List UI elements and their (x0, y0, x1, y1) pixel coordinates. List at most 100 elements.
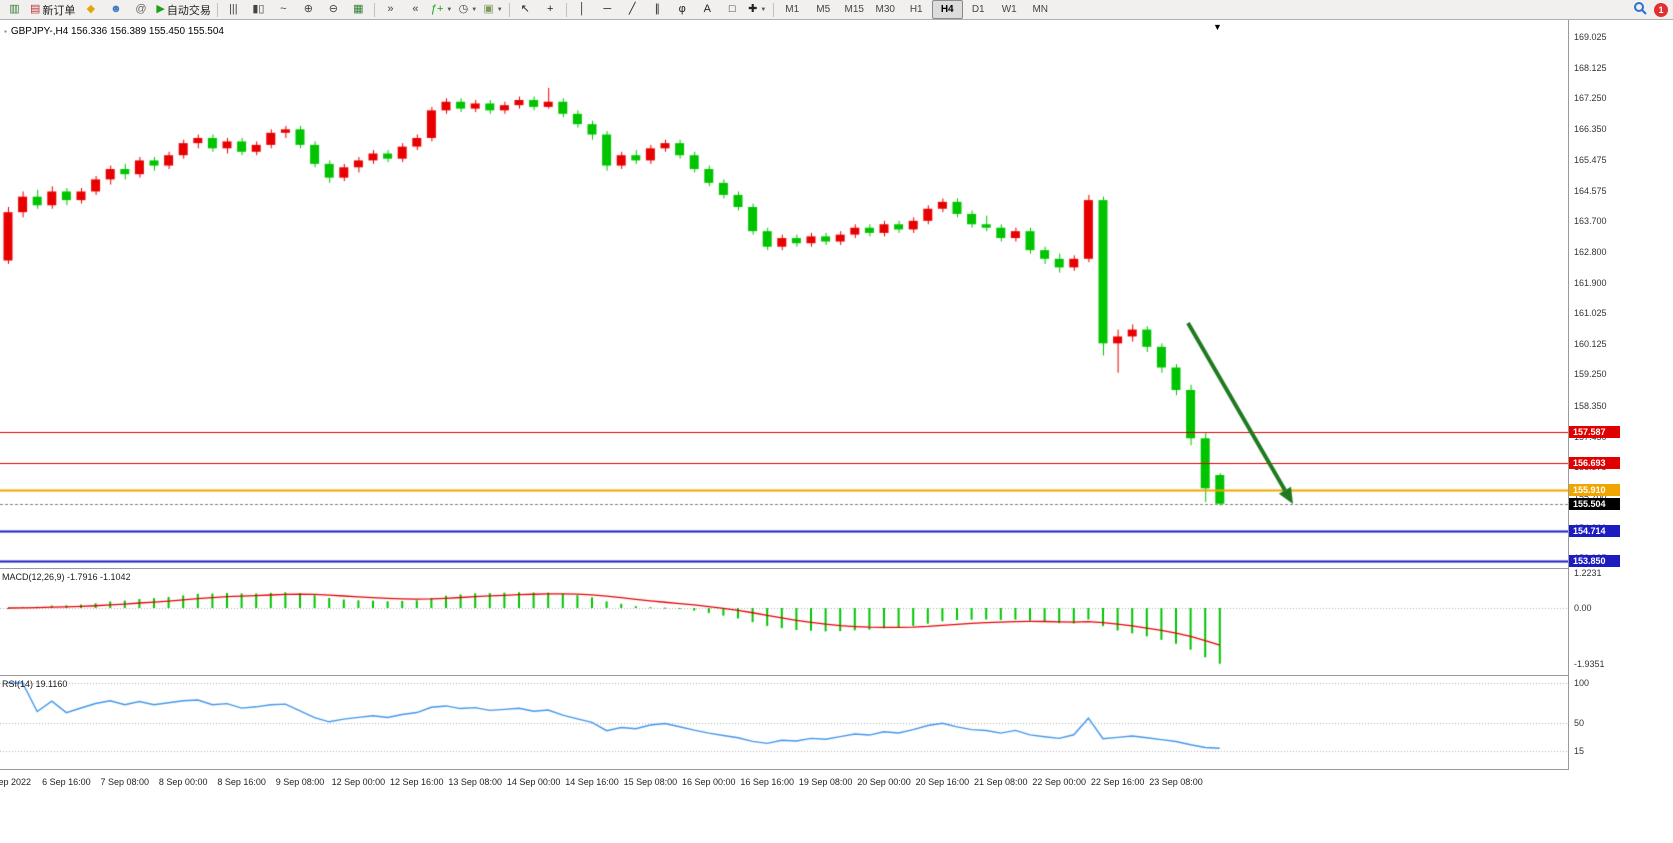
time-axis-label: 21 Sep 08:00 (974, 777, 1028, 787)
price-scale-label: 168.125 (1574, 63, 1607, 74)
price-scale-label: 164.575 (1574, 185, 1607, 196)
price-line-label: 157.587 (1569, 425, 1620, 438)
caret-down-icon: ▼ (496, 6, 503, 13)
crosshair-button[interactable]: + (538, 0, 563, 19)
toolbar-separator (373, 2, 375, 17)
zoom-in-icon: ⊕ (303, 3, 313, 15)
timeframe-w1-button[interactable]: W1 (1001, 4, 1017, 15)
chart-shift-button[interactable]: « (403, 0, 428, 19)
community-button[interactable]: ☻ (103, 0, 128, 19)
timeframe-h1-button[interactable]: H1 (909, 4, 923, 15)
auto-trading-icon: ▶ (156, 3, 165, 15)
time-axis-label: 16 Sep 16:00 (740, 777, 794, 787)
market-button[interactable]: @ (128, 0, 153, 19)
time-axis-label: 5 Sep 2022 (0, 777, 32, 787)
metaeditor-button[interactable]: ◆ (78, 0, 103, 19)
horizontal-line-button[interactable]: ─ (595, 0, 620, 19)
text-button[interactable]: A (695, 0, 720, 19)
arrows-shapes-icon: ✚ (748, 3, 758, 15)
candlestick-chart-button[interactable]: ▮▯ (246, 0, 271, 19)
new-chart-button[interactable]: ▥ (2, 0, 27, 19)
toolbar-separator (772, 2, 774, 17)
time-axis-label: 7 Sep 08:00 (100, 777, 150, 787)
zoom-out-icon: ⊖ (328, 3, 338, 15)
equidistant-channel-icon: ∥ (654, 3, 660, 15)
zoom-in-button[interactable]: ⊕ (296, 0, 321, 19)
price-scale-label: 166.350 (1574, 124, 1607, 135)
macd-panel-canvas[interactable] (0, 569, 1568, 676)
toolbar-right-group: 1 (1633, 1, 1668, 20)
toolbar: ▥ ▤ 新订单 ◆ ☻ @ ▶ 自动交易 ||| ▮▯ ~ ⊕ ⊖ ▦» «ƒ+ ▼ ◷ ▼ ▣ ▼ ↖ + │ ─ ╱ ∥ φ A □… (0, 0, 1673, 20)
metaeditor-icon: ◆ (86, 3, 96, 15)
fibonacci-icon: φ (678, 3, 686, 15)
chart-symbol-icon: ▪ (4, 27, 7, 36)
rsi-scale-label: 100 (1574, 678, 1590, 688)
vertical-line-button[interactable]: │ (570, 0, 595, 19)
timeframe-mn-button[interactable]: MN (1032, 4, 1049, 15)
tile-windows-button[interactable]: ▦ (346, 0, 371, 19)
macd-label: MACD(12,26,9) -1.7916 -1.1042 (2, 572, 131, 582)
bar-chart-button[interactable]: ||| (221, 0, 246, 19)
new-order-button[interactable]: ▤ 新订单 (27, 0, 78, 19)
new-chart-icon: ▥ (9, 3, 20, 15)
indicators-icon: ƒ+ (430, 3, 444, 15)
price-line-label: 154.714 (1569, 525, 1620, 538)
price-scale-label: 165.475 (1574, 154, 1607, 165)
price-scale-label: 161.900 (1574, 277, 1607, 288)
timeframe-m15-button[interactable]: M15 (844, 4, 864, 15)
auto-trading-button[interactable]: ▶ 自动交易 (153, 0, 213, 19)
zoom-out-button[interactable]: ⊖ (321, 0, 346, 19)
macd-scale-label: 0.00 (1574, 603, 1592, 613)
new-order-label: 新订单 (42, 4, 76, 17)
candlestick-chart-icon: ▮▯ (252, 3, 265, 15)
price-scale-label: 163.700 (1574, 215, 1607, 226)
text-label-button[interactable]: □ (720, 0, 745, 19)
price-macd-separator[interactable] (0, 568, 1673, 569)
notification-badge[interactable]: 1 (1654, 3, 1668, 17)
timeframe-m1-button[interactable]: M1 (785, 4, 800, 15)
macd-rsi-separator[interactable] (0, 675, 1673, 676)
caret-down-icon: ▼ (446, 6, 453, 13)
fibonacci-button[interactable]: φ (670, 0, 695, 19)
time-axis-label: 14 Sep 00:00 (506, 777, 561, 787)
auto-scroll-icon: » (387, 3, 394, 15)
cursor-icon: ↖ (520, 3, 530, 15)
price-chart-canvas[interactable] (0, 20, 1568, 569)
time-axis-label: 20 Sep 00:00 (857, 777, 911, 787)
timeframe-m30-button[interactable]: M30 (875, 4, 895, 15)
price-scale-label: 162.800 (1574, 246, 1607, 257)
vertical-line-icon: │ (578, 3, 586, 15)
line-chart-button[interactable]: ~ (271, 0, 296, 19)
timeframe-m5-button[interactable]: M5 (816, 4, 831, 15)
templates-button[interactable]: ▣ ▼ (480, 0, 505, 19)
equidistant-channel-button[interactable]: ∥ (645, 0, 670, 19)
auto-scroll-button[interactable]: » (378, 0, 403, 19)
price-scale[interactable]: 169.025 168.125 167.250 166.350 165.475 164.5… (1568, 20, 1673, 770)
time-axis-label: 6 Sep 16:00 (42, 777, 91, 787)
time-axis-label: 12 Sep 16:00 (390, 777, 444, 787)
chart-title: ▪ GBPJPY-,H4 156.336 156.389 155.450 155… (4, 26, 224, 37)
macd-scale-label: -1.9351 (1574, 658, 1605, 669)
arrows-shapes-button[interactable]: ✚ ▼ (745, 0, 770, 19)
time-axis-label: 15 Sep 08:00 (623, 777, 678, 787)
rsi-panel-canvas[interactable] (0, 676, 1568, 770)
chart-bottom-separator (0, 769, 1673, 770)
indicators-button[interactable]: ƒ+ ▼ (428, 0, 456, 19)
search-icon[interactable] (1633, 1, 1647, 20)
cursor-button[interactable]: ↖ (513, 0, 538, 19)
periods-button[interactable]: ◷ ▼ (455, 0, 480, 19)
timeframe-d1-button[interactable]: D1 (971, 4, 985, 15)
market-icon: @ (135, 3, 147, 15)
time-axis-label: 9 Sep 08:00 (275, 777, 325, 787)
time-axis-label: 20 Sep 16:00 (915, 777, 970, 787)
text-label-icon: □ (728, 3, 736, 15)
rsi-scale-label: 50 (1574, 718, 1585, 728)
caret-down-icon: ▼ (471, 6, 478, 13)
price-scale-label: 160.125 (1574, 339, 1607, 350)
chart-area: 169.025 168.125 167.250 166.350 165.475 164.5… (0, 20, 1673, 843)
templates-icon: ▣ (483, 3, 494, 15)
time-scale[interactable]: 5 Sep 2022 6 Sep 16:00 7 Sep 08:00 8 Sep 00… (0, 770, 1568, 798)
trendline-button[interactable]: ╱ (620, 0, 645, 19)
timeframe-h4-button[interactable]: H4 (931, 0, 963, 19)
